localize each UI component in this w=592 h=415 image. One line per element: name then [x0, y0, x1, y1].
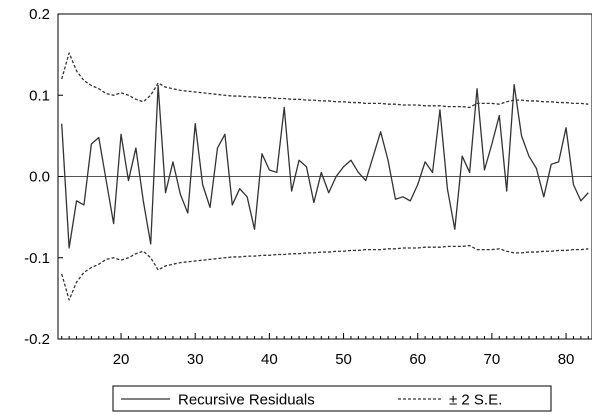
- recursive-residuals-line: [61, 84, 589, 249]
- x-tick-label: 60: [409, 351, 426, 368]
- x-tick-label: 20: [113, 351, 130, 368]
- x-tick-label: 80: [558, 351, 575, 368]
- se-lower-band-line: [61, 244, 589, 301]
- y-axis: 0.2 0.1 0.0 -0.1 -0.2: [24, 6, 63, 348]
- se-upper-band-line: [61, 52, 589, 109]
- x-tick-label: 50: [335, 351, 352, 368]
- y-tick-label: -0.1: [24, 250, 50, 267]
- x-tick-label: 30: [187, 351, 204, 368]
- x-tick-label: 40: [261, 351, 278, 368]
- legend-label-residuals: Recursive Residuals: [178, 392, 315, 409]
- series-layer: [61, 52, 589, 301]
- x-axis: 20 30 40 50 60 70 80: [61, 333, 589, 368]
- x-tick-label: 70: [484, 351, 501, 368]
- y-tick-label: 0.2: [29, 6, 50, 23]
- legend-box: [112, 385, 552, 412]
- y-tick-label: 0.1: [29, 87, 50, 104]
- legend-label-se: ± 2 S.E.: [449, 392, 502, 409]
- y-tick-label: 0.0: [29, 169, 50, 186]
- legend: Recursive Residuals ± 2 S.E.: [112, 385, 552, 412]
- y-tick-label: -0.2: [24, 331, 50, 348]
